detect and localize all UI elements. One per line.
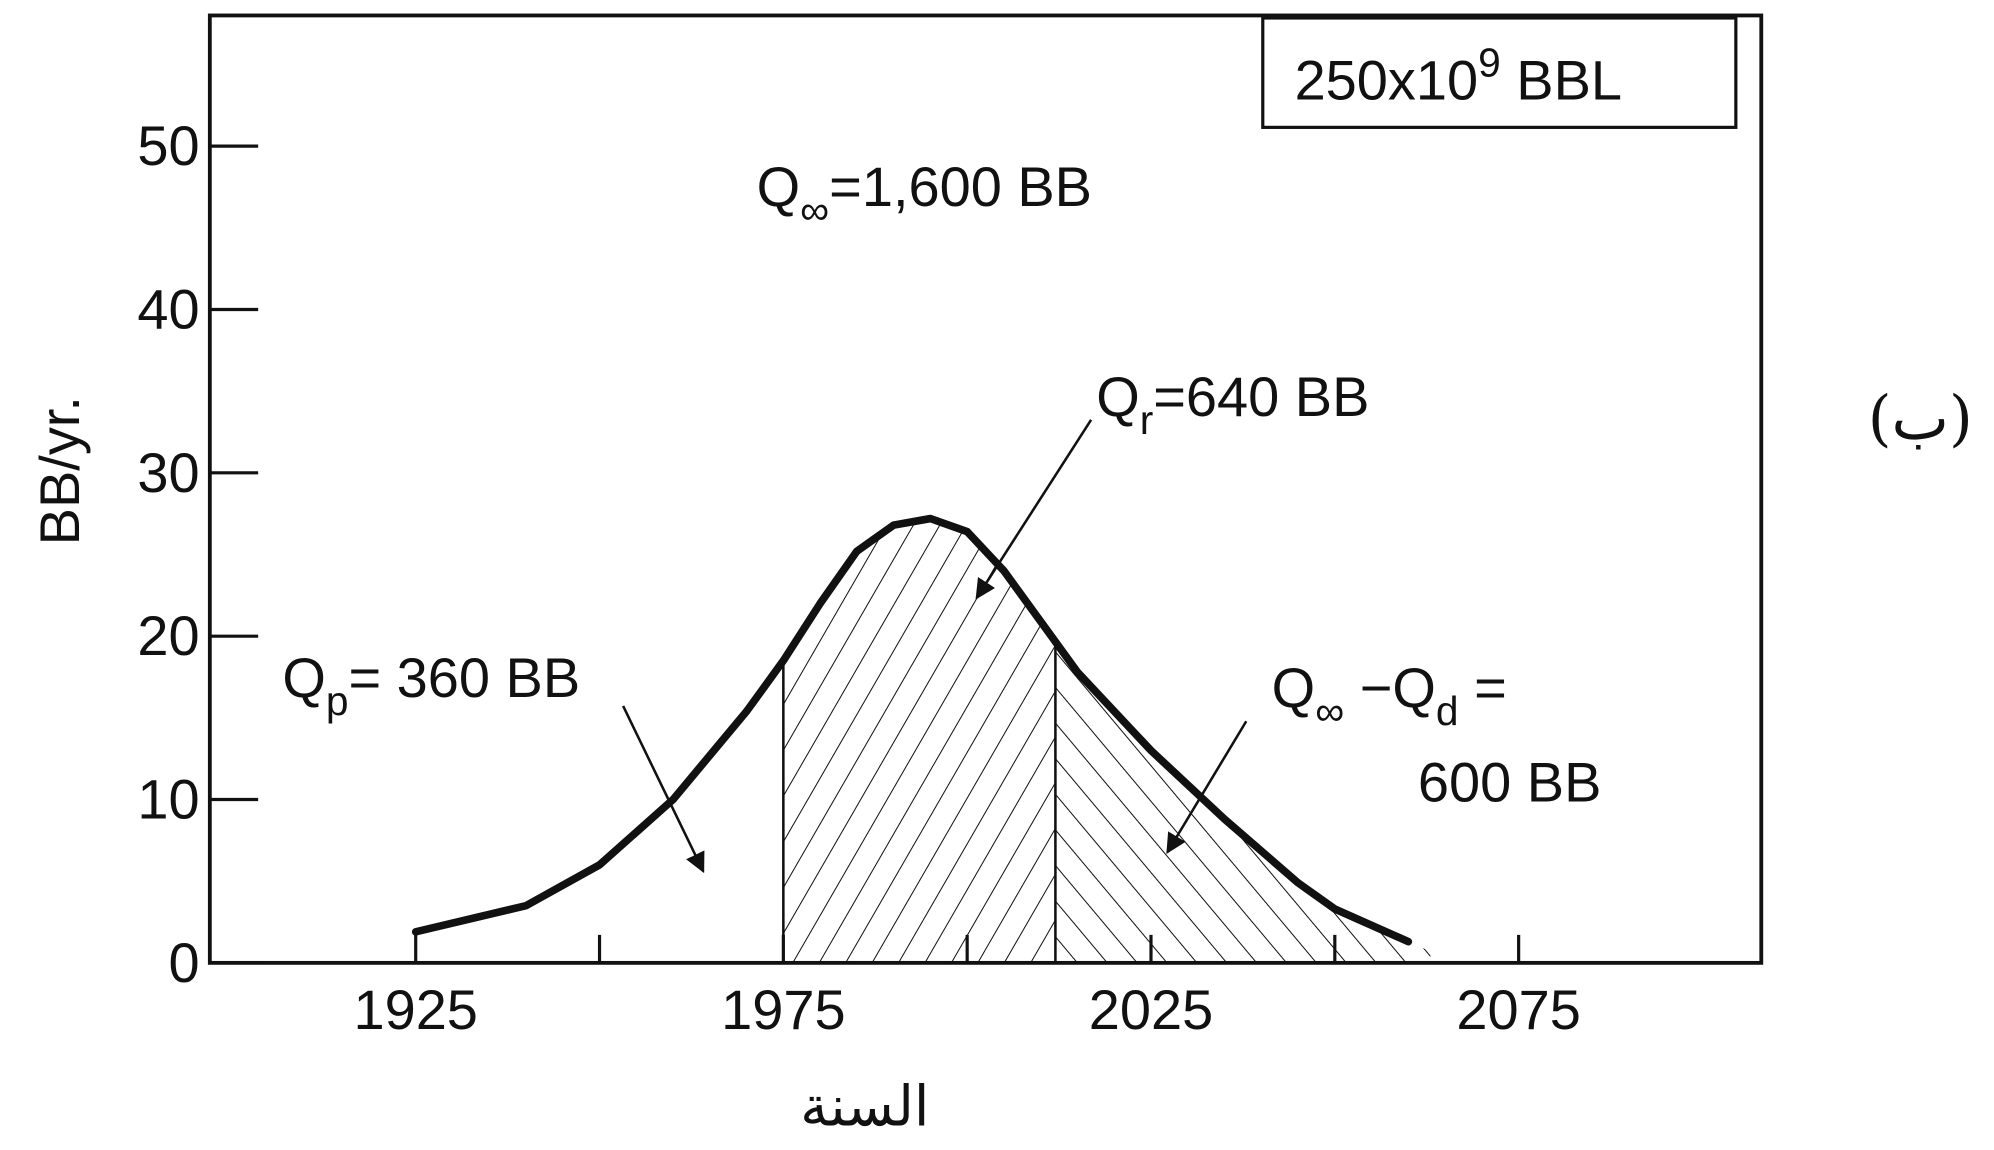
annotation-part: ∞ <box>800 187 829 233</box>
x-tick-label: 1925 <box>353 978 477 1041</box>
box-label-main: 250x10 <box>1295 48 1479 111</box>
annotation-part: r <box>1140 397 1154 443</box>
y-tick-label: 0 <box>169 931 200 994</box>
y-tick-label: 50 <box>137 114 199 177</box>
panel-label: (ب) <box>1868 383 1973 454</box>
annotation-part: p <box>326 678 349 724</box>
y-tick-label: 20 <box>137 604 199 667</box>
box-label-sup: 9 <box>1478 40 1501 86</box>
annotation: 600 BB <box>1418 750 1602 813</box>
annotation-part: Q <box>1272 656 1316 719</box>
x-tick-label: 1975 <box>721 978 845 1041</box>
annotation: Q∞=1,600 BB <box>757 155 1092 233</box>
annotation: Qp= 360 BB <box>282 646 580 724</box>
annotation-part: = 360 BB <box>348 646 580 709</box>
annotation-part: 600 BB <box>1418 750 1602 813</box>
y-axis-label: BB/yr. <box>28 396 91 545</box>
y-tick-label: 30 <box>137 441 199 504</box>
annotation-part: d <box>1436 688 1459 734</box>
x-axis-label: السنة <box>800 1075 929 1140</box>
annotation-part: =640 BB <box>1153 365 1369 428</box>
annotation-part: = <box>1459 656 1507 719</box>
shaded-region <box>783 518 1056 963</box>
annotation-part: =1,600 BB <box>829 155 1092 218</box>
label-box <box>1261 16 1738 129</box>
annotation-part: Q <box>282 646 326 709</box>
arrow <box>621 705 705 874</box>
annotation-part: −Q <box>1344 656 1436 719</box>
y-tick-label: 40 <box>137 278 199 341</box>
y-tick-label: 10 <box>137 768 199 831</box>
curve <box>411 514 1413 946</box>
annotation-part: Q <box>1096 365 1140 428</box>
shaded-region <box>1055 641 1431 963</box>
annotation-part: Q <box>757 155 801 218</box>
box-label: 250x109 BBL <box>1295 40 1622 112</box>
annotation: Q∞ −Qd = <box>1272 656 1507 734</box>
annotation-part: ∞ <box>1315 688 1344 734</box>
annotation: Qr=640 BB <box>1096 365 1369 443</box>
x-tick-label: 2075 <box>1456 978 1580 1041</box>
box-label-tail: BBL <box>1501 48 1622 111</box>
x-tick-label: 2025 <box>1089 978 1213 1041</box>
